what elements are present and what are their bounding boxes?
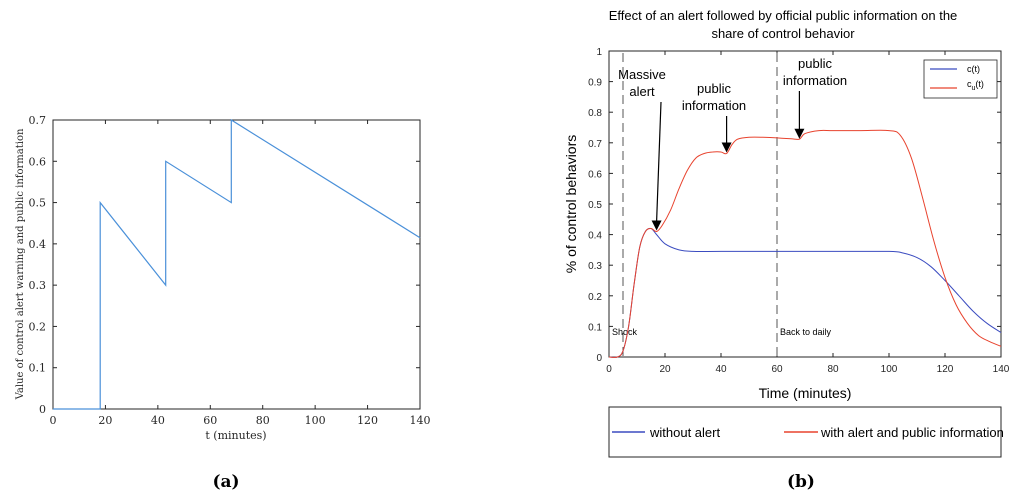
chart-a-plot-area xyxy=(52,119,421,410)
chart-b-annotation-arrowhead xyxy=(651,220,662,231)
chart-a-ytick-label: 0.1 xyxy=(29,362,47,375)
chart-b-ytick-label: 0.7 xyxy=(588,139,602,150)
chart-b-axes: 0 20 40 60 80 100 120 140 0 0.1 0.2 0.3 0.4 0.5 0.6 0.7… xyxy=(588,47,1010,375)
chart-b-annotation-arrowhead xyxy=(721,142,732,153)
chart-a-ytick-label: 0.5 xyxy=(29,197,47,210)
chart-b-xtick-label: 140 xyxy=(993,364,1010,375)
chart-b-xtick-label: 20 xyxy=(659,364,671,375)
chart-b-ytick-label: 0.6 xyxy=(588,169,602,180)
chart-b-ytick-label: 0.8 xyxy=(588,108,602,119)
chart-b-panel-label: (b) xyxy=(787,472,815,492)
chart-a-ytick-label: 0 xyxy=(39,403,46,416)
chart-b-ytick-label: 0.5 xyxy=(588,200,602,211)
chart-b-annotation-arrow xyxy=(656,101,662,222)
chart-b-annotation-label: Massive alert xyxy=(618,67,666,99)
chart-b-annotation-label: public information xyxy=(783,56,847,88)
chart-b-bottom-legend: without alert with alert and public info… xyxy=(608,406,1004,458)
chart-b-ytick-label: 1 xyxy=(596,47,602,58)
chart-b-annotation-arrowhead xyxy=(794,128,805,139)
chart-a-ytick-label: 0.3 xyxy=(29,279,47,292)
chart-a-xtick-label: 0 xyxy=(50,414,57,427)
chart-b-xtick-label: 60 xyxy=(771,364,783,375)
chart-a-ytick-label: 0.4 xyxy=(29,238,47,251)
chart-a-xtick-label: 120 xyxy=(357,414,378,427)
chart-a-xtick-label: 140 xyxy=(410,414,431,427)
chart-b-ytick-label: 0.2 xyxy=(588,292,602,303)
chart-b-legend: c(t) cu(t) xyxy=(923,59,998,99)
chart-b-vertical-markers: Shock Back to daily xyxy=(612,53,832,357)
chart-a-xtick-label: 100 xyxy=(305,414,326,427)
chart-a-ytick-label: 0.7 xyxy=(29,114,47,127)
chart-b-title-line-2: share of control behavior xyxy=(711,26,855,41)
chart-b-ytick-label: 0.1 xyxy=(588,322,602,333)
chart-b-series xyxy=(608,129,1002,358)
chart-a-xtick-label: 20 xyxy=(98,414,112,427)
chart-b-series-cu xyxy=(608,129,1002,358)
chart-b-ylabel: % of control behaviors xyxy=(563,135,579,274)
chart-a-panel-label: (a) xyxy=(212,472,239,492)
chart-a: 0 20 40 60 80 100 120 140 0 0.1 0.2 0.3 0.4 0.5 0.6 0.7… xyxy=(15,114,431,492)
legend-label-cu: cu(t) xyxy=(967,79,984,92)
chart-a-ylabel: Value of control alert warning and publi… xyxy=(15,128,26,400)
chart-a-series xyxy=(53,118,421,410)
legend-box xyxy=(923,59,998,99)
chart-a-xtick-label: 60 xyxy=(203,414,217,427)
chart-a-xtick-label: 40 xyxy=(151,414,165,427)
chart-b-ytick-label: 0 xyxy=(596,353,602,364)
chart-b-title-line-1: Effect of an alert followed by official … xyxy=(609,8,958,23)
chart-b-xtick-label: 0 xyxy=(606,364,612,375)
chart-b-ytick-label: 0.9 xyxy=(588,78,602,89)
chart-b-xtick-label: 100 xyxy=(881,364,898,375)
chart-b-annotations: Massive alert public information public infor… xyxy=(618,56,847,231)
chart-b: Effect of an alert followed by official … xyxy=(563,8,1010,492)
chart-a-series-line xyxy=(53,118,421,410)
bottom-legend-label-with-alert: with alert and public information xyxy=(820,425,1004,440)
chart-a-ytick-label: 0.6 xyxy=(29,155,47,168)
chart-a-ytick-label: 0.2 xyxy=(29,320,47,333)
chart-b-xtick-label: 120 xyxy=(937,364,954,375)
chart-a-xlabel: t (minutes) xyxy=(205,429,266,442)
chart-b-xtick-label: 40 xyxy=(715,364,727,375)
chart-a-axes: 0 20 40 60 80 100 120 140 0 0.1 0.2 0.3 0.4 0.5 0.6 0.7 xyxy=(29,114,431,427)
chart-a-xtick-label: 80 xyxy=(256,414,270,427)
chart-b-vline-label: Shock xyxy=(612,327,638,337)
chart-b-xlabel: Time (minutes) xyxy=(759,385,852,401)
bottom-legend-label-without-alert: without alert xyxy=(649,425,720,440)
chart-b-xtick-label: 80 xyxy=(827,364,839,375)
chart-b-ytick-label: 0.4 xyxy=(588,231,602,242)
chart-b-ytick-label: 0.3 xyxy=(588,261,602,272)
chart-b-annotation-label: public information xyxy=(682,81,746,113)
legend-label-c: c(t) xyxy=(967,64,980,74)
chart-b-vline-label: Back to daily xyxy=(780,327,832,337)
